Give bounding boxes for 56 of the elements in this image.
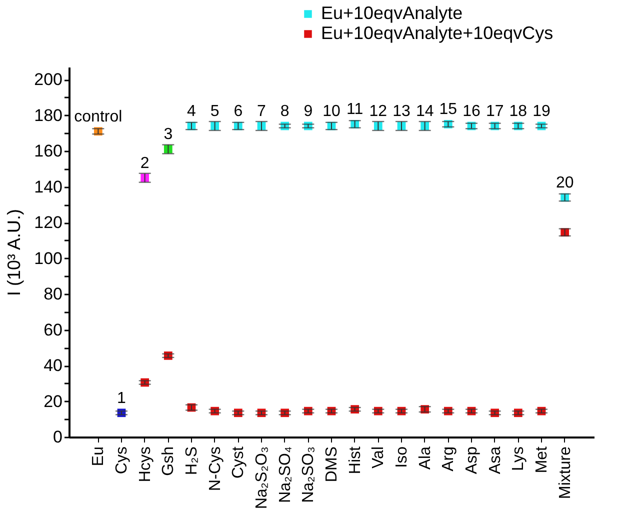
x-tick-label: Na₂SO₃ xyxy=(300,446,318,503)
x-tick-label: Cys xyxy=(114,446,130,474)
annotation: 15 xyxy=(439,101,458,118)
annotation: 6 xyxy=(234,102,243,120)
y-tick-label: 120 xyxy=(34,213,62,232)
annotation: 18 xyxy=(509,102,528,120)
y-tick-label: 80 xyxy=(44,284,62,304)
y-tick-label: 60 xyxy=(44,320,62,340)
annotation: 19 xyxy=(532,102,550,120)
annotation: 10 xyxy=(322,102,340,120)
y-tick-label: 20 xyxy=(44,392,62,411)
y-tick-label: 100 xyxy=(34,248,62,268)
x-tick-label: Iso xyxy=(394,446,410,468)
x-tick-label: Cyst xyxy=(230,446,248,478)
y-tick-label: 140 xyxy=(34,177,62,196)
annotation: 20 xyxy=(556,174,574,192)
x-tick-label: Arg xyxy=(440,446,458,472)
annotation: 8 xyxy=(280,102,290,120)
annotation: 13 xyxy=(392,102,410,120)
y-tick-label: 180 xyxy=(34,106,62,125)
annotation: 11 xyxy=(346,101,364,118)
annotation: 16 xyxy=(462,102,480,120)
annotation: control xyxy=(74,108,122,126)
annotation: 12 xyxy=(369,102,388,120)
y-tick-label: 40 xyxy=(44,356,62,375)
annotation: 3 xyxy=(164,126,173,144)
x-tick-label: Met xyxy=(534,446,550,474)
x-tick-label: Asa xyxy=(486,446,504,474)
x-tick-label: Val xyxy=(370,446,388,468)
x-tick-label: Ala xyxy=(416,446,434,470)
y-axis-title: I (10³ A.U.) xyxy=(4,208,24,296)
x-tick-label: N-Cys xyxy=(206,446,224,491)
annotation: 2 xyxy=(140,154,150,172)
x-tick-label: Asp xyxy=(464,446,480,474)
y-tick-label: 200 xyxy=(34,70,62,90)
legend-label: Eu+10eqvAnalyte+10eqvCys xyxy=(321,23,554,43)
x-tick-label: H₂S xyxy=(184,446,200,475)
x-tick-label: Na₂SO₄ xyxy=(276,446,294,503)
y-tick-label: 160 xyxy=(34,142,62,161)
x-tick-label: Hist xyxy=(346,446,364,474)
annotation: 7 xyxy=(257,102,266,120)
x-tick-label: Gsh xyxy=(160,446,178,476)
x-tick-label: Eu xyxy=(90,446,108,466)
legend-label: Eu+10eqvAnalyte xyxy=(321,3,463,23)
x-tick-label: Hcys xyxy=(136,446,154,482)
annotation: 1 xyxy=(117,390,126,407)
y-tick-label: 0 xyxy=(53,428,62,446)
x-tick-label: Mixture xyxy=(556,446,574,499)
annotation: 9 xyxy=(304,102,313,120)
annotation: 4 xyxy=(187,102,196,120)
annotation: 14 xyxy=(416,102,434,120)
annotation: 17 xyxy=(486,102,504,120)
x-tick-label: Na₂S₂O₃ xyxy=(254,446,270,510)
x-tick-label: Lys xyxy=(510,446,528,471)
annotation: 5 xyxy=(210,102,220,120)
x-tick-label: DMS xyxy=(324,446,340,482)
